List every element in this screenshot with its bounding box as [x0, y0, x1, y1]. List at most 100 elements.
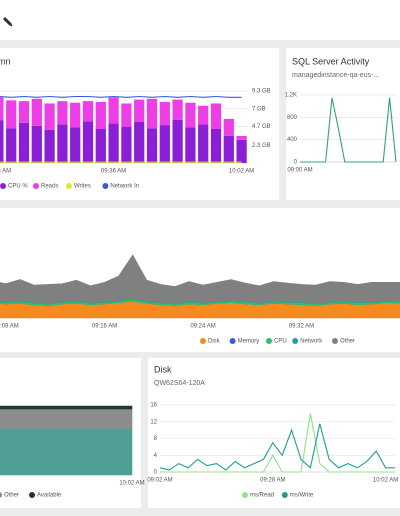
- y-tick-label: 4.7 GB: [252, 124, 271, 130]
- bar: [210, 103, 222, 129]
- legend-marker[interactable]: [242, 492, 248, 498]
- bar: [121, 126, 132, 163]
- bar: [146, 128, 158, 163]
- bar: [236, 139, 247, 163]
- bar: [18, 101, 30, 123]
- y-tick-label: 4: [154, 453, 158, 459]
- bar: [57, 124, 68, 163]
- bar: [108, 97, 119, 124]
- bar: [18, 122, 30, 163]
- legend-label[interactable]: Memory: [238, 339, 260, 345]
- bar: [0, 120, 4, 163]
- legend-marker[interactable]: [266, 338, 272, 344]
- x-tick-label: 10:02 AM: [119, 481, 144, 487]
- legend-marker[interactable]: [66, 183, 72, 189]
- legend-label[interactable]: CPU: [274, 339, 287, 345]
- area: [0, 405, 133, 410]
- y-tick-label: 2.3 GB: [252, 143, 271, 149]
- y-tick-label: 400: [287, 137, 298, 143]
- x-tick-label: 09:36 AM: [101, 169, 126, 175]
- panel-title: SQL Server Activity: [292, 56, 370, 66]
- legend-marker[interactable]: [0, 492, 2, 498]
- y-tick-label: 16: [150, 403, 157, 409]
- bar: [6, 100, 17, 129]
- x-tick-label: 09:08 AM: [0, 324, 19, 330]
- legend-label[interactable]: Reads: [41, 184, 58, 190]
- bar: [31, 125, 42, 163]
- panel: [286, 48, 400, 200]
- y-tick-label: 12: [150, 419, 157, 425]
- x-tick-label: 09:16 AM: [92, 324, 117, 330]
- legend-marker[interactable]: [281, 492, 288, 498]
- legend-marker[interactable]: [29, 492, 35, 498]
- bar: [95, 101, 106, 129]
- bar: [31, 98, 42, 126]
- legend-label[interactable]: CPU %: [8, 184, 28, 190]
- bar: [146, 98, 158, 129]
- legend-label[interactable]: Available: [37, 493, 62, 499]
- panel: [0, 208, 400, 352]
- bar: [134, 99, 145, 123]
- bar: [82, 121, 94, 163]
- x-tick-label: 09:00 AM: [287, 168, 312, 174]
- x-tick-label: 10:02 AM: [229, 169, 254, 175]
- bar: [57, 101, 68, 125]
- panel-title: Disk: [154, 364, 172, 374]
- bar: [185, 127, 196, 163]
- x-tick-label: 09:02 AM: [147, 478, 172, 484]
- legend-label[interactable]: Writes: [74, 184, 91, 190]
- legend-label[interactable]: ms/Read: [250, 493, 274, 499]
- legend-label[interactable]: Network: [300, 339, 323, 345]
- toolbar: [0, 0, 400, 40]
- legend-label[interactable]: Other: [4, 493, 19, 499]
- bar: [172, 99, 183, 120]
- bar: [159, 101, 170, 126]
- panel-subtitle: managedinstance-qa-eus-...: [292, 72, 379, 79]
- bar: [70, 127, 81, 163]
- area: [0, 428, 133, 476]
- bar: [134, 122, 145, 163]
- bar: [70, 102, 81, 128]
- legend-label[interactable]: ms/Write: [290, 493, 314, 499]
- bar: [172, 119, 183, 163]
- legend-label[interactable]: Disk: [208, 339, 221, 345]
- legend-marker[interactable]: [102, 183, 109, 189]
- x-tick-label: 10:02 AM: [373, 478, 398, 484]
- legend-label[interactable]: Other: [340, 339, 355, 345]
- bar: [198, 105, 209, 125]
- x-tick-label: 09:08 AM: [0, 169, 11, 175]
- bar: [198, 124, 209, 163]
- area: [0, 408, 133, 429]
- bar: [108, 123, 119, 163]
- legend-marker[interactable]: [292, 338, 299, 344]
- x-tick-label: 09:32 AM: [289, 324, 314, 330]
- y-tick-label: 1.2K: [285, 93, 297, 99]
- y-tick-label: 7 GB: [252, 106, 266, 112]
- legend-marker[interactable]: [33, 183, 39, 189]
- bar: [95, 128, 106, 163]
- panel: [148, 358, 400, 508]
- bar: [121, 103, 132, 127]
- series-line: [159, 423, 395, 471]
- panel-title: mn: [0, 56, 11, 66]
- area: [0, 254, 400, 304]
- legend-marker[interactable]: [200, 338, 206, 344]
- y-tick-label: 8: [154, 436, 158, 442]
- bar: [0, 97, 4, 121]
- x-tick-label: 09:24 AM: [190, 324, 215, 330]
- legend-marker[interactable]: [0, 183, 6, 189]
- y-tick-label: 0: [154, 470, 158, 476]
- legend-marker[interactable]: [332, 338, 338, 344]
- series-line: [160, 413, 395, 473]
- bar: [185, 102, 196, 128]
- legend-marker[interactable]: [229, 338, 236, 344]
- bar: [44, 129, 55, 163]
- y-tick-label: 9.3 GB: [252, 89, 271, 95]
- legend-label[interactable]: Network In: [110, 184, 139, 190]
- panel-subtitle: QW62S64-120A: [154, 380, 205, 387]
- series-line: [0, 95, 242, 98]
- y-tick-label: 800: [287, 115, 298, 121]
- bar: [44, 103, 55, 130]
- series-line: [300, 97, 397, 163]
